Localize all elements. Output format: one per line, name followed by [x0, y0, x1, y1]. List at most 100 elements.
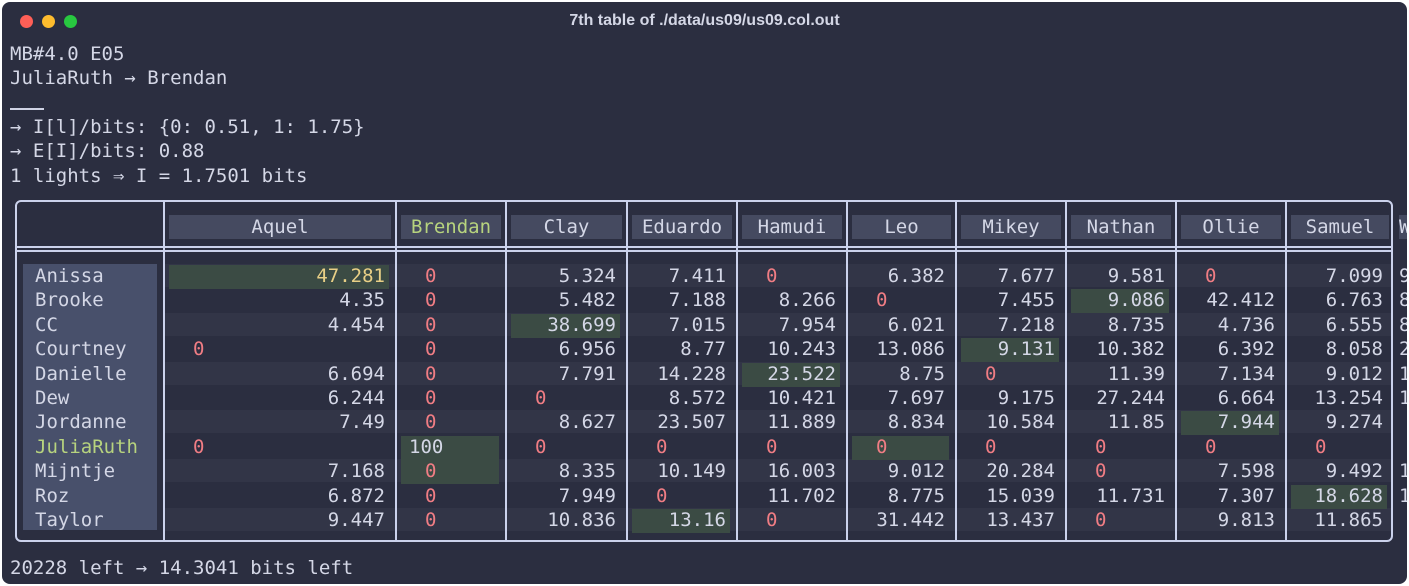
- table-cell: 8.997: [1399, 289, 1407, 312]
- table-cell: 0: [1095, 460, 1107, 483]
- table-cell: 0: [535, 387, 547, 409]
- row-name: Roz: [35, 484, 70, 507]
- table-cell: 6.763: [1325, 289, 1383, 312]
- row-name: JuliaRuth: [35, 435, 138, 458]
- row-name: Anissa: [35, 265, 104, 287]
- header-divider: [15, 250, 1393, 252]
- table-cell: 20.284: [986, 460, 1055, 483]
- table-cell: 0: [193, 435, 205, 458]
- table-cell: 11.959: [1399, 460, 1407, 483]
- table-cell: 7.134: [1217, 362, 1275, 385]
- table-cell: 0: [425, 387, 437, 409]
- table-cell: 13.16: [668, 509, 726, 531]
- column-header: Nathan: [1071, 215, 1171, 239]
- table-cell: 0: [766, 265, 778, 287]
- table-cell: 9.274: [1325, 411, 1383, 434]
- table-cell: 0: [535, 435, 547, 458]
- table-cell: 0: [876, 435, 888, 458]
- column-header: Clay: [511, 215, 622, 239]
- table-cell: 11.731: [1096, 484, 1165, 507]
- title-bar: 7th table of ./data/us09/us09.col.out: [2, 2, 1407, 40]
- table-cell: 7.949: [558, 484, 616, 507]
- table-cell: 0: [1095, 509, 1107, 531]
- table-cell: 0: [985, 362, 997, 385]
- max-cell-highlight: [852, 435, 949, 460]
- table-cell: 7.168: [327, 460, 385, 483]
- max-cell-highlight: [632, 509, 730, 533]
- table-cell: 10.584: [986, 411, 1055, 434]
- table-cell: 9.245: [1399, 265, 1407, 287]
- table-cell: 11.479: [1399, 362, 1407, 385]
- table-cell: 0: [425, 313, 437, 336]
- table-cell: 14.228: [657, 362, 726, 385]
- table-cell: 47.281: [316, 265, 385, 287]
- table-cell: 8.834: [887, 411, 945, 434]
- minimize-window-button[interactable]: [42, 15, 55, 28]
- table-cell: 10.382: [1096, 338, 1165, 361]
- row-band: [165, 264, 1391, 287]
- table-cell: 0: [425, 289, 437, 312]
- table-cell: 0: [425, 265, 437, 287]
- column-header: Ollie: [1181, 215, 1281, 239]
- table-cell: 9.581: [1107, 265, 1165, 287]
- table-cell: 8.335: [558, 460, 616, 483]
- table-cell: 10.149: [657, 460, 726, 483]
- window-title: 7th table of ./data/us09/us09.col.out: [569, 12, 840, 29]
- table-cell: 8.612: [1399, 313, 1407, 336]
- table-cell: 8.058: [1325, 338, 1383, 361]
- table-cell: 6.694: [327, 362, 385, 385]
- table-cell: 16.003: [767, 460, 836, 483]
- table-cell: 9.086: [1107, 289, 1165, 312]
- table-cell: 7.598: [1217, 460, 1275, 483]
- close-window-button[interactable]: [20, 15, 33, 28]
- max-cell-highlight: [169, 265, 389, 289]
- table-cell: 9.012: [1325, 362, 1383, 385]
- table-cell: 9.813: [1217, 509, 1275, 531]
- column-divider: [1285, 200, 1287, 542]
- table-cell: 10.243: [767, 338, 836, 361]
- table-cell: 7.099: [1325, 265, 1383, 287]
- table-cell: 5.324: [558, 265, 616, 287]
- table-cell: 7.015: [668, 313, 726, 336]
- info-line-4: → E[I]/bits: 0.88: [10, 140, 205, 162]
- table-cell: 10.728: [1399, 387, 1407, 409]
- table-cell: 6.382: [887, 265, 945, 287]
- table-cell: 7.455: [997, 289, 1055, 312]
- table-frame: [15, 200, 1393, 542]
- column-divider: [395, 200, 397, 542]
- column-divider: [846, 200, 848, 542]
- table-cell: 0: [425, 411, 437, 434]
- table-cell: 7.954: [778, 313, 836, 336]
- table-cell: 15.039: [986, 484, 1055, 507]
- table-cell: 11.39: [1107, 362, 1165, 385]
- separator: [10, 108, 44, 110]
- table-cell: 13.254: [1314, 387, 1383, 409]
- table-cell: 0: [656, 484, 668, 507]
- table-cell: 11.85: [1107, 411, 1165, 434]
- table-cell: 9.447: [327, 509, 385, 531]
- table-cell: 6.021: [887, 313, 945, 336]
- table-cell: 0: [656, 435, 668, 458]
- footer-status: 20228 left → 14.3041 bits left: [10, 557, 354, 579]
- table-cell: 6.392: [1217, 338, 1275, 361]
- table-cell: 9.131: [997, 338, 1055, 361]
- row-name: Courtney: [35, 338, 127, 361]
- table-cell: 7.944: [1217, 411, 1275, 434]
- table-cell: 100: [409, 435, 444, 458]
- table-cell: 0: [1205, 435, 1217, 458]
- table-cell: 18.628: [1314, 484, 1383, 507]
- table-cell: 6.956: [558, 338, 616, 361]
- table-cell: 9.175: [997, 387, 1055, 409]
- table-cell: 8.627: [558, 411, 616, 434]
- table-cell: 26.982: [1399, 338, 1407, 361]
- info-line-1: MB#4.0 E05: [10, 43, 125, 65]
- maximize-window-button[interactable]: [64, 15, 77, 28]
- row-band: [165, 312, 1391, 336]
- table-cell: 13.086: [876, 338, 945, 361]
- max-cell-highlight: [1181, 411, 1279, 436]
- row-name: Taylor: [35, 509, 104, 531]
- max-cell-highlight: [1291, 484, 1387, 509]
- table-cell: 27.244: [1096, 387, 1165, 409]
- column-divider: [1175, 200, 1177, 542]
